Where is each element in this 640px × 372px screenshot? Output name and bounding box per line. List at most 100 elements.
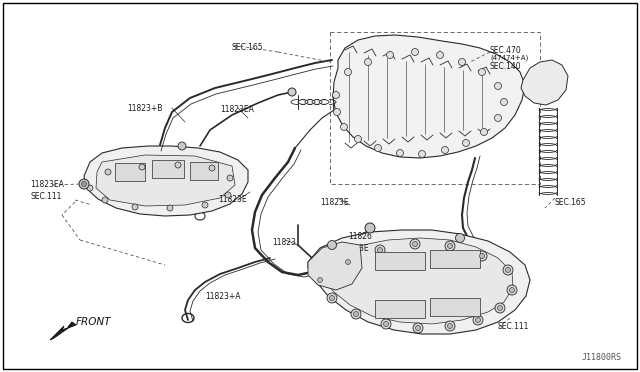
Circle shape — [328, 241, 337, 250]
Circle shape — [333, 109, 340, 115]
Circle shape — [507, 285, 517, 295]
Text: 11823EA: 11823EA — [220, 105, 254, 114]
Text: 11826: 11826 — [348, 232, 372, 241]
Circle shape — [365, 58, 371, 65]
Circle shape — [374, 144, 381, 151]
Circle shape — [509, 288, 515, 292]
Text: 11823+A: 11823+A — [205, 292, 241, 301]
Text: SEC.165: SEC.165 — [555, 198, 587, 207]
Bar — [375, 300, 425, 318]
Circle shape — [343, 257, 353, 267]
Text: 11823: 11823 — [272, 238, 296, 247]
Circle shape — [167, 205, 173, 211]
Polygon shape — [322, 238, 513, 324]
Circle shape — [495, 303, 505, 313]
Circle shape — [479, 253, 484, 259]
Polygon shape — [333, 35, 525, 158]
Text: 11823E: 11823E — [395, 256, 424, 265]
Circle shape — [381, 319, 391, 329]
Circle shape — [463, 140, 470, 147]
Circle shape — [340, 124, 348, 131]
Polygon shape — [308, 230, 530, 334]
Circle shape — [132, 204, 138, 210]
Circle shape — [330, 295, 335, 301]
Circle shape — [105, 169, 111, 175]
Bar — [430, 298, 480, 316]
Circle shape — [410, 239, 420, 249]
Text: SEC.470: SEC.470 — [490, 46, 522, 55]
Circle shape — [209, 165, 215, 171]
Polygon shape — [96, 155, 235, 206]
Circle shape — [317, 278, 323, 282]
Circle shape — [225, 192, 231, 198]
Polygon shape — [308, 242, 362, 290]
Text: 11823E: 11823E — [340, 244, 369, 253]
Text: FRONT: FRONT — [76, 317, 111, 327]
Bar — [375, 252, 425, 270]
Circle shape — [175, 162, 181, 168]
Circle shape — [447, 244, 452, 248]
Circle shape — [412, 48, 419, 55]
Circle shape — [378, 247, 383, 253]
Circle shape — [365, 223, 375, 233]
Text: 11823E: 11823E — [320, 198, 349, 207]
Text: 11823E: 11823E — [218, 195, 246, 204]
Circle shape — [497, 305, 502, 311]
Circle shape — [447, 324, 452, 328]
Text: SEC.140: SEC.140 — [490, 62, 522, 71]
Circle shape — [327, 293, 337, 303]
Bar — [115, 163, 145, 181]
Circle shape — [355, 135, 362, 142]
Circle shape — [495, 115, 502, 122]
Text: SEC.111: SEC.111 — [30, 192, 61, 201]
Circle shape — [413, 241, 417, 247]
Bar — [330, 32, 540, 184]
Circle shape — [476, 317, 481, 323]
Circle shape — [503, 265, 513, 275]
Circle shape — [479, 68, 486, 76]
Bar — [190, 162, 218, 180]
Text: 11823EA: 11823EA — [30, 180, 64, 189]
Circle shape — [397, 150, 403, 157]
Circle shape — [387, 51, 394, 58]
Circle shape — [445, 241, 455, 251]
Text: (47474+A): (47474+A) — [490, 54, 528, 61]
Circle shape — [383, 321, 388, 327]
Circle shape — [436, 51, 444, 58]
Circle shape — [227, 175, 233, 181]
Circle shape — [351, 309, 361, 319]
Text: SEC.165: SEC.165 — [232, 43, 264, 52]
Circle shape — [353, 311, 358, 317]
Circle shape — [413, 323, 423, 333]
Circle shape — [81, 182, 86, 186]
Circle shape — [333, 92, 339, 99]
Bar — [152, 160, 184, 178]
Text: J11800RS: J11800RS — [582, 353, 622, 362]
Circle shape — [415, 326, 420, 330]
Circle shape — [481, 128, 488, 135]
Text: SEC.111: SEC.111 — [498, 322, 529, 331]
Circle shape — [495, 83, 502, 90]
Circle shape — [477, 251, 487, 261]
Circle shape — [202, 202, 208, 208]
Circle shape — [442, 147, 449, 154]
Circle shape — [419, 151, 426, 157]
Polygon shape — [50, 322, 76, 340]
Circle shape — [178, 142, 186, 150]
Circle shape — [102, 197, 108, 203]
Circle shape — [375, 245, 385, 255]
Circle shape — [288, 88, 296, 96]
Circle shape — [506, 267, 511, 273]
Circle shape — [87, 185, 93, 191]
Circle shape — [315, 275, 325, 285]
Bar — [430, 250, 480, 268]
Circle shape — [139, 164, 145, 170]
Circle shape — [473, 315, 483, 325]
Circle shape — [79, 179, 89, 189]
Polygon shape — [521, 60, 568, 105]
Circle shape — [445, 321, 455, 331]
Circle shape — [458, 58, 465, 65]
Circle shape — [346, 260, 351, 264]
Circle shape — [344, 68, 351, 76]
Circle shape — [456, 234, 465, 243]
